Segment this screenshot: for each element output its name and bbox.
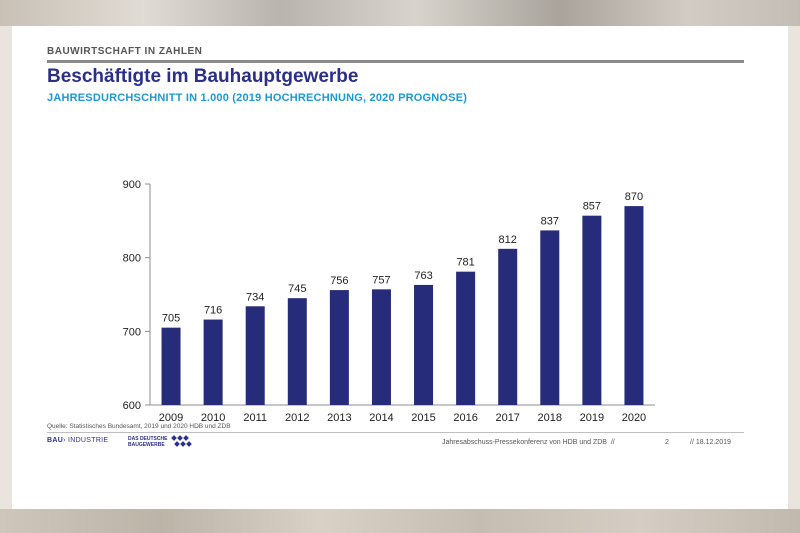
- footer-event: Jahresabschuss-Pressekonferenz von HDB u…: [442, 439, 615, 446]
- bar-2011: [245, 306, 265, 405]
- data-label-2010: 716: [204, 305, 222, 317]
- zdb-mark-icon: [171, 435, 192, 447]
- bar-2015: [414, 284, 434, 405]
- slide: [12, 26, 788, 509]
- y-tick-label: 800: [123, 253, 141, 265]
- data-label-2012: 745: [288, 283, 306, 295]
- data-label-2011: 734: [246, 291, 264, 303]
- bar-2019: [582, 215, 602, 405]
- slide-subtitle: JAHRESDURCHSCHNITT IN 1.000 (2019 HOCHRE…: [47, 92, 468, 104]
- bar-2010: [203, 319, 223, 405]
- logo-industrie-text: INDUSTRIE: [67, 437, 109, 444]
- section-kicker: BAUWIRTSCHAFT IN ZAHLEN: [47, 46, 203, 57]
- x-tick-label-2010: 2010: [201, 412, 225, 424]
- data-label-2014: 757: [372, 274, 390, 286]
- data-label-2018: 837: [541, 215, 559, 227]
- data-label-2017: 812: [499, 234, 517, 246]
- footer-rule: [47, 432, 744, 433]
- bar-2017: [498, 248, 518, 405]
- slide-title: Beschäftigte im Bauhauptgewerbe: [47, 66, 359, 87]
- bar-2020: [624, 206, 644, 405]
- data-label-2013: 756: [330, 275, 348, 287]
- source-note: Quelle: Statistisches Bundesamt, 2019 un…: [47, 423, 231, 430]
- data-label-2015: 763: [414, 270, 432, 282]
- footer-separator: //: [610, 439, 615, 446]
- data-label-2016: 781: [456, 257, 474, 269]
- y-tick-label: 600: [123, 400, 141, 412]
- bar-2012: [287, 298, 307, 405]
- page-number: 2: [665, 439, 669, 446]
- footer-event-text: Jahresabschuss-Pressekonferenz von HDB u…: [442, 439, 607, 446]
- bar-2013: [329, 290, 349, 405]
- y-tick-label: 700: [123, 326, 141, 338]
- y-tick-label: 900: [123, 179, 141, 191]
- bar-2009: [161, 327, 181, 405]
- x-tick-label-2017: 2017: [495, 412, 519, 424]
- data-label-2009: 705: [162, 313, 180, 325]
- bar-2016: [456, 271, 476, 405]
- x-tick-label-2014: 2014: [369, 412, 393, 424]
- data-label-2020: 870: [625, 191, 643, 203]
- x-tick-label-2009: 2009: [159, 412, 183, 424]
- x-tick-label-2018: 2018: [538, 412, 562, 424]
- zdb-logo-line1: DAS DEUTSCHE: [128, 436, 168, 442]
- footer-date: // 18.12.2019: [690, 439, 731, 446]
- data-label-2019: 857: [583, 201, 601, 213]
- background-photo-bottom: [0, 509, 800, 533]
- zdb-logo: DAS DEUTSCHE BAUGEWERBE: [128, 436, 167, 448]
- x-tick-label-2016: 2016: [453, 412, 477, 424]
- logo-arrow-icon: ›: [63, 437, 68, 444]
- bauindustrie-logo: BAU› INDUSTRIE: [47, 437, 108, 444]
- x-tick-label-2020: 2020: [622, 412, 646, 424]
- x-tick-label-2015: 2015: [411, 412, 435, 424]
- x-tick-label-2011: 2011: [243, 412, 267, 424]
- zdb-logo-line2: BAUGEWERBE: [128, 442, 165, 448]
- x-tick-label-2013: 2013: [327, 412, 351, 424]
- background-photo-top: [0, 0, 800, 26]
- logo-bau-text: BAU: [47, 437, 64, 444]
- bar-2014: [371, 289, 391, 405]
- bar-2018: [540, 230, 560, 405]
- x-tick-label-2012: 2012: [285, 412, 309, 424]
- header-rule: [47, 60, 744, 63]
- x-tick-label-2019: 2019: [580, 412, 604, 424]
